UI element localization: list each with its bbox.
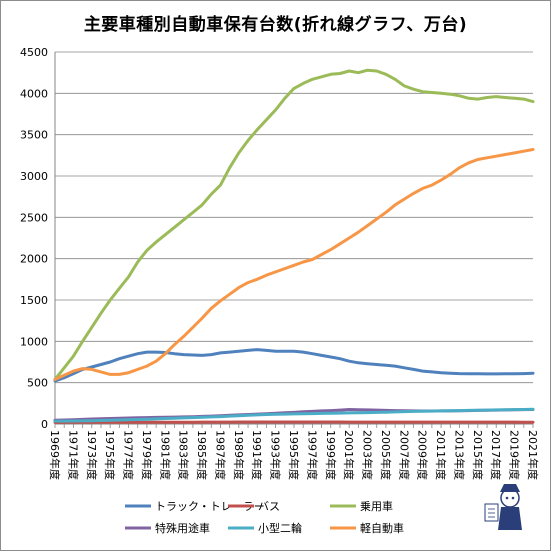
series-line — [53, 68, 535, 381]
y-tick-label: 3000 — [20, 170, 48, 183]
axes — [54, 52, 534, 428]
x-tick-label: 1973年度 — [85, 430, 99, 480]
x-tick-label: 2003年度 — [361, 430, 375, 480]
y-tick-label: 0 — [41, 418, 48, 431]
mascot-eye — [511, 496, 515, 500]
gridlines — [55, 51, 533, 384]
y-tick-label: 4000 — [20, 87, 48, 100]
x-tick-label: 1975年度 — [103, 430, 117, 480]
legend-label: 特殊用途車 — [155, 521, 210, 535]
y-tick-label: 4500 — [20, 46, 48, 59]
x-tick-label: 2001年度 — [342, 430, 356, 480]
mascot-hat — [500, 484, 520, 492]
series-lines — [53, 68, 535, 424]
x-tick-label: 1995年度 — [287, 430, 301, 480]
legend-label: 乗用車 — [360, 499, 393, 513]
x-tick-label: 2009年度 — [416, 430, 430, 480]
legend-label: トラック・トレーラー — [155, 500, 265, 513]
x-axis-tick-labels: 1969年度 1971年度 1973年度 1975年度 1977年度 1979年度 1981… — [48, 430, 540, 480]
y-tick-label: 1000 — [20, 335, 48, 348]
x-tick-label: 2013年度 — [452, 430, 466, 480]
x-tick-label: 2011年度 — [434, 430, 448, 480]
x-tick-label: 1983年度 — [177, 430, 191, 480]
x-tick-label: 1979年度 — [140, 430, 154, 480]
legend-label: バス — [258, 500, 280, 513]
x-tick-label: 1997年度 — [305, 430, 319, 480]
x-tick-label: 1977年度 — [122, 430, 136, 480]
x-tick-label: 1991年度 — [250, 430, 264, 480]
y-tick-label: 2000 — [20, 253, 48, 266]
y-tick-label: 500 — [27, 377, 48, 390]
mascot-eye — [505, 496, 509, 500]
x-tick-label: 1985年度 — [195, 430, 209, 480]
x-tick-label: 1999年度 — [324, 430, 338, 480]
mascot-illustration — [484, 484, 522, 530]
x-tick-label: 2015年度 — [471, 430, 485, 480]
x-tick-label: 2007年度 — [397, 430, 411, 480]
y-tick-label: 3500 — [20, 129, 48, 142]
x-tick-label: 2017年度 — [489, 430, 503, 480]
x-tick-label: 1969年度 — [48, 430, 62, 480]
legend-label: 軽自動車 — [360, 521, 404, 535]
x-tick-label: 2005年度 — [379, 430, 393, 480]
x-tick-label: 1987年度 — [213, 430, 227, 480]
x-tick-label: 1971年度 — [66, 430, 80, 480]
x-tick-label: 2021年度 — [526, 430, 540, 480]
mascot-body — [498, 507, 522, 530]
series-line — [53, 407, 535, 423]
chart-title: 主要車種別自動車保有台数(折れ線グラフ、万台) — [83, 15, 468, 35]
y-tick-label: 1500 — [20, 294, 48, 307]
series-line — [53, 348, 535, 383]
y-axis-tick-labels: 0 500 1000 1500 2000 2500 3000 3500 4000 4500 — [20, 46, 48, 431]
y-tick-label: 2500 — [20, 211, 48, 224]
legend-label: 小型二輪 — [258, 521, 302, 535]
series-line — [53, 148, 535, 381]
x-tick-label: 1993年度 — [269, 430, 283, 480]
x-tick-label: 1989年度 — [232, 430, 246, 480]
mascot-paper — [484, 503, 499, 522]
x-tick-label: 1981年度 — [158, 430, 172, 480]
x-tick-label: 2019年度 — [508, 430, 522, 480]
